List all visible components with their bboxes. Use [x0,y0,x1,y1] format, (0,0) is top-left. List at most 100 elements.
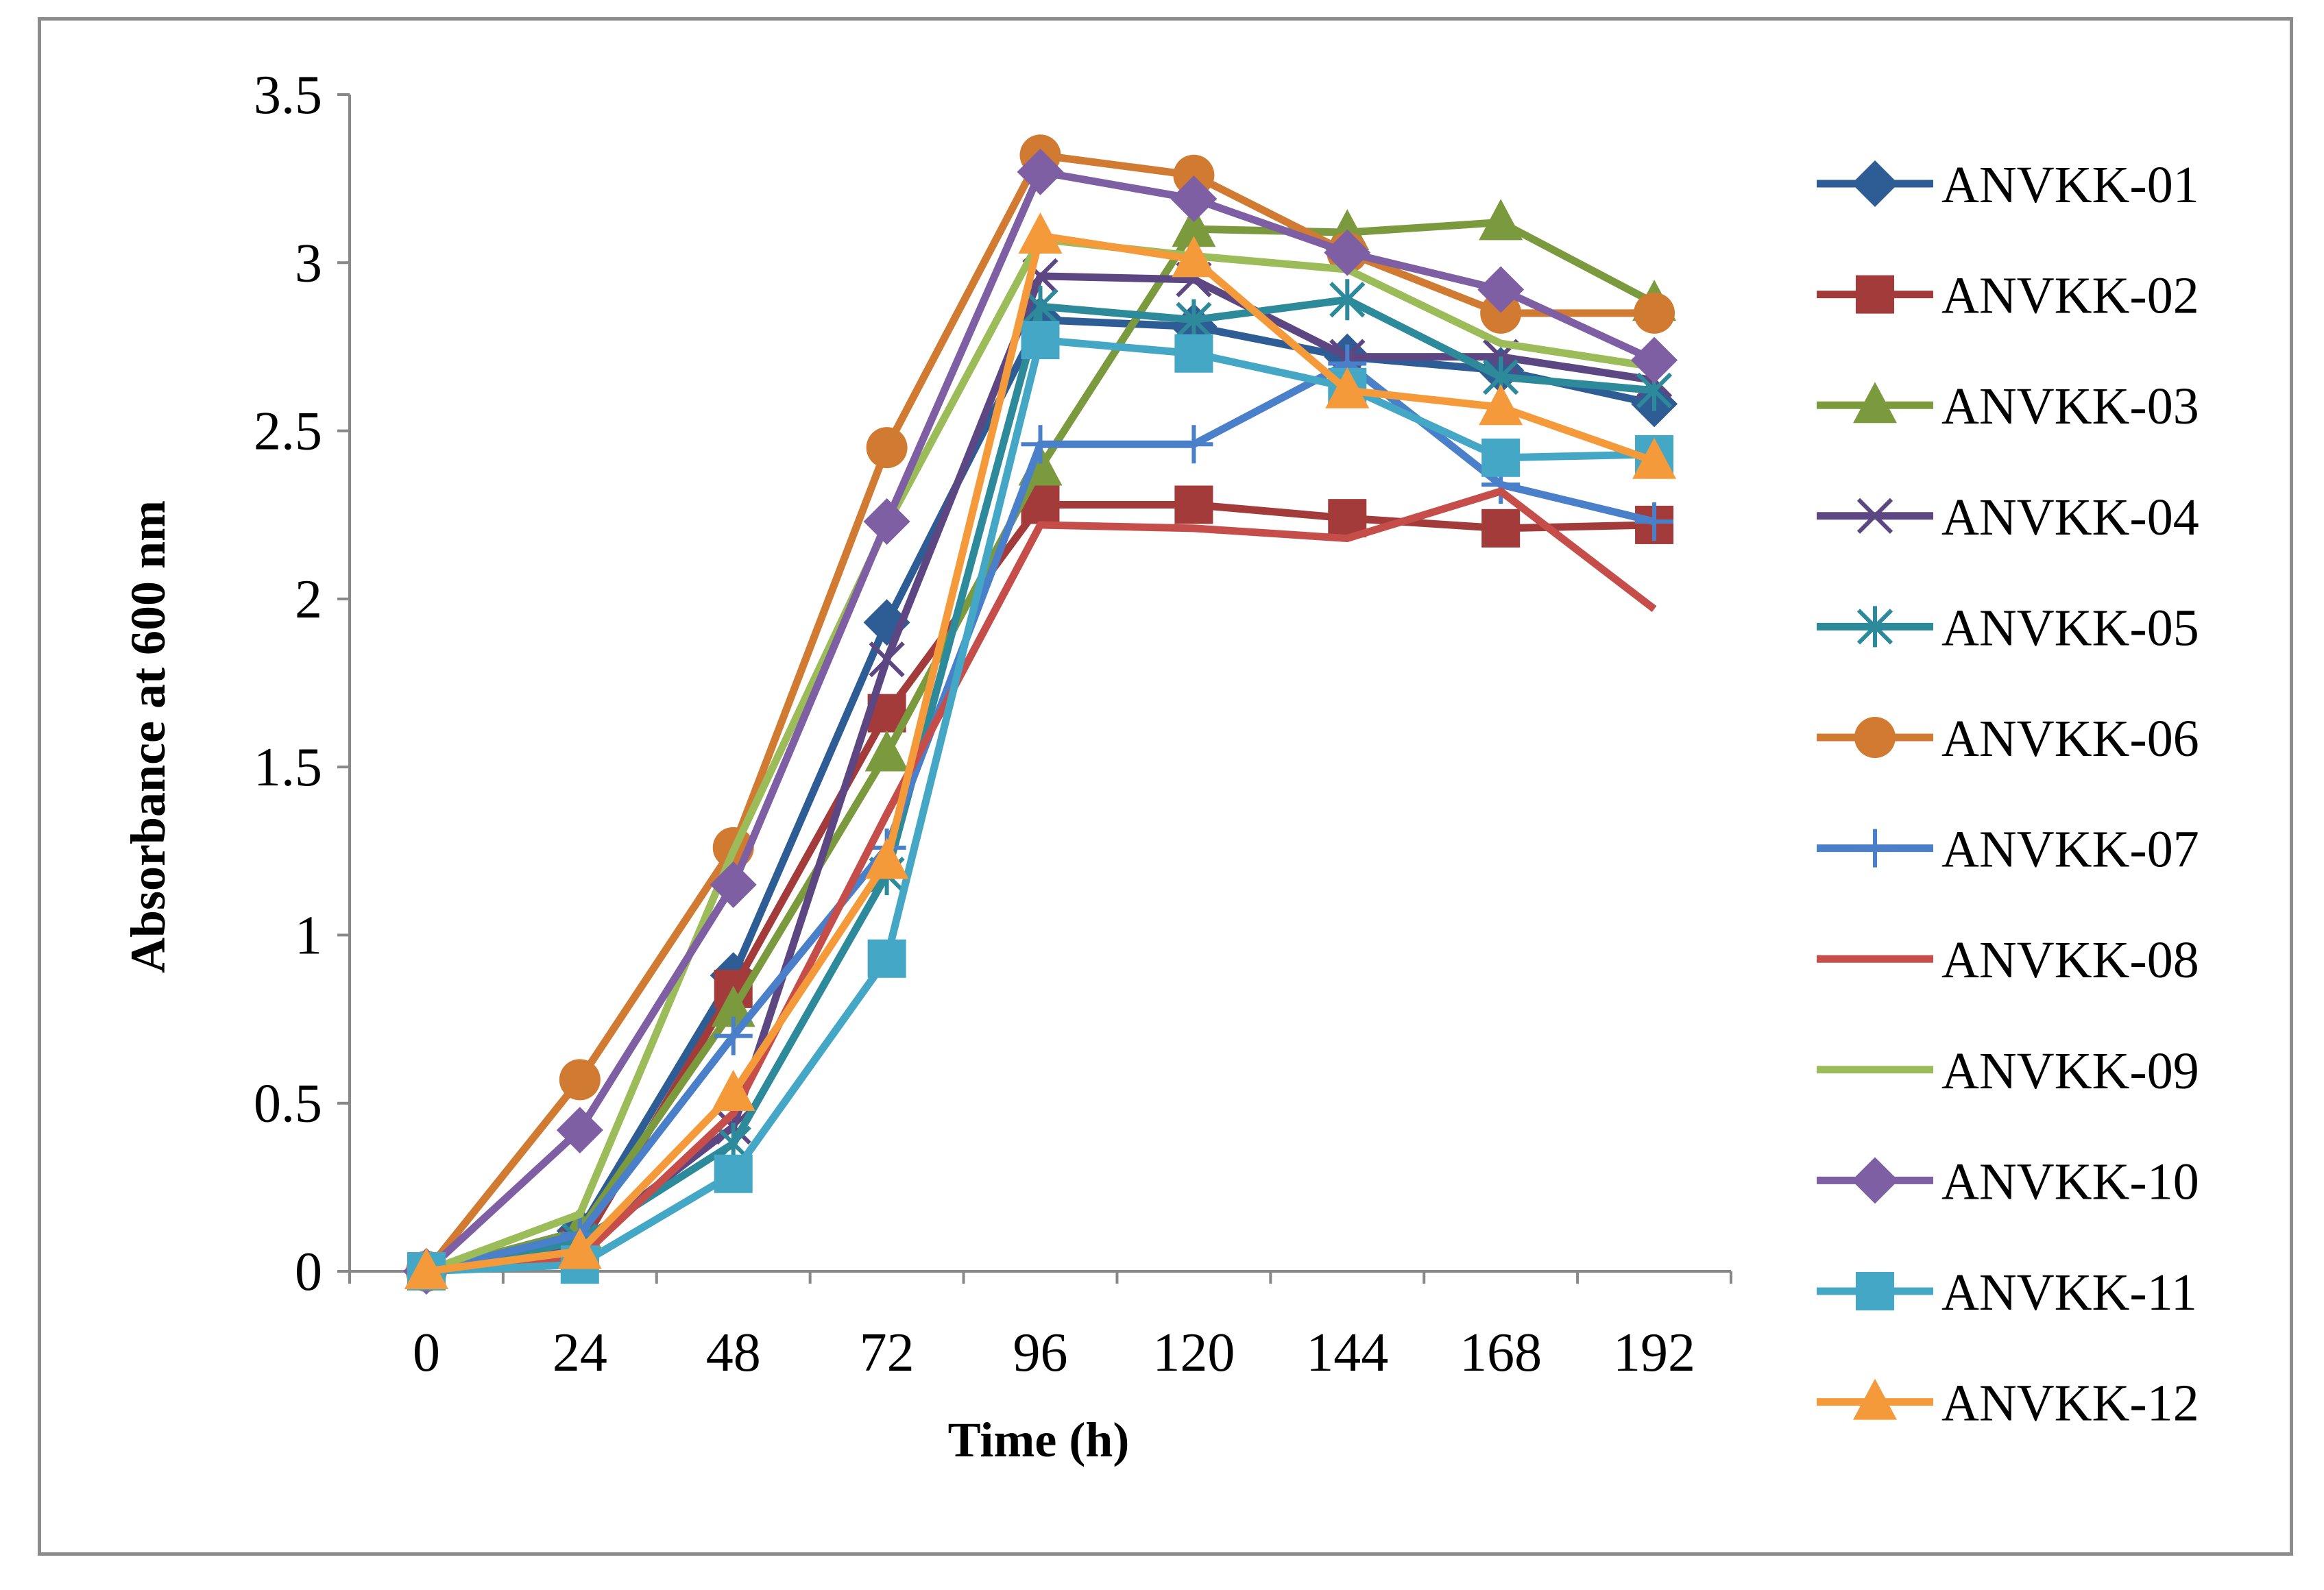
legend-label: ANVKK-10 [1941,1153,2199,1210]
series-line [425,235,1655,1275]
data-point [1172,236,1216,278]
data-point [1174,425,1213,464]
data-point [863,498,910,546]
data-point [866,427,908,469]
data-point [867,939,906,978]
series-anvkk-12 [404,212,1677,1289]
data-point [1631,337,1678,384]
data-point [559,1059,601,1101]
legend-label: ANVKK-03 [1941,378,2199,435]
data-point [1480,292,1522,334]
data-point [869,641,905,678]
y-tick-label: 1 [295,905,322,966]
y-tick-label: 0 [295,1242,322,1302]
data-point [711,1069,755,1111]
y-tick-label: 3 [295,233,322,293]
data-point [1481,438,1521,477]
data-point [1324,229,1371,276]
data-point [1481,509,1521,548]
data-point [404,1248,448,1289]
series-line [426,487,1657,1275]
data-point [556,1106,603,1153]
legend-label: ANVKK-08 [1941,931,2199,989]
data-point [1477,266,1525,313]
series-anvkk-09 [425,235,1655,1275]
x-tick-label: 144 [1306,1323,1388,1383]
series-line [425,218,1656,1275]
legend-item: ANVKK-01 [1817,156,2199,214]
legend-marker [1856,275,1894,314]
legend-item: ANVKK-03 [1817,378,2199,435]
legend-label: ANVKK-02 [1941,267,2199,325]
series-line [426,500,1655,1275]
plot-area [402,134,1678,1295]
legend-item: ANVKK-02 [1817,267,2199,325]
y-tick-label: 2 [295,570,322,630]
data-point [1634,292,1675,334]
legend-label: ANVKK-01 [1941,156,2199,214]
y-tick-label: 0.5 [254,1074,322,1134]
x-axis-title: Time (h) [948,1412,1130,1467]
data-point [714,1154,753,1193]
data-point [1017,148,1064,195]
legend-item: ANVKK-05 [1817,599,2199,657]
data-point [864,730,909,772]
data-point [1479,199,1523,241]
data-point [714,1016,753,1055]
data-point [1018,212,1063,254]
data-point [1176,299,1212,341]
x-tick-label: 0 [413,1323,440,1383]
data-point [1635,502,1674,541]
legend-marker [1853,382,1897,424]
legend-marker [1852,160,1898,207]
legend-label: ANVKK-06 [1941,710,2199,768]
legend-label: ANVKK-04 [1941,489,2199,546]
x-tick-label: 24 [553,1323,607,1383]
data-point [1172,206,1216,247]
axes [348,95,1731,1273]
data-point [1632,437,1677,479]
legend-marker [1852,1157,1898,1204]
y-tick-label: 3.5 [254,65,322,125]
data-point [557,1227,602,1269]
legend-marker [1856,829,1894,868]
legend-item: ANVKK-10 [1817,1153,2199,1210]
legend-marker [1853,1378,1897,1420]
data-point [1173,154,1215,196]
x-tick-label: 120 [1152,1323,1235,1383]
y-tick-label: 1.5 [254,737,322,798]
x-tick-label: 72 [860,1323,915,1383]
y-tick-label: 2.5 [254,402,322,462]
data-point [1174,485,1213,524]
series-anvkk-08 [426,487,1657,1275]
legend-marker [1856,498,1893,534]
data-point [1021,425,1060,464]
legend: ANVKK-01 ANVKK-02 ANVKK-03 ANVKK-04 ANVKK-05… [1817,156,2199,1432]
legend-label: ANVKK-05 [1941,599,2199,657]
legend-item: ANVKK-08 [1817,931,2199,989]
legend-item: ANVKK-09 [1817,1042,2199,1100]
data-point [710,861,757,908]
data-point [1329,279,1366,321]
data-point [1174,334,1213,373]
legend-item: ANVKK-07 [1817,821,2199,879]
legend-marker [1856,1272,1894,1310]
legend-marker [1854,717,1896,758]
data-point [1170,175,1218,223]
data-point [1021,321,1060,360]
data-point [1479,384,1523,426]
x-tick-label: 192 [1613,1323,1695,1383]
legend-item: ANVKK-12 [1817,1375,2199,1432]
legend-item: ANVKK-11 [1817,1264,2197,1321]
x-tick-label: 96 [1013,1323,1068,1383]
legend-label: ANVKK-11 [1941,1264,2197,1321]
series-line [426,232,1656,1275]
legend-label: ANVKK-09 [1941,1042,2199,1100]
x-tick-labels: 0 24 48 72 96 120 144 168 192 [348,1271,1732,1383]
legend-item: ANVKK-04 [1817,489,2199,546]
data-point [1325,367,1370,408]
legend-label: ANVKK-12 [1941,1375,2199,1432]
y-tick-labels: 0 0.5 1 1.5 2 2.5 3 3.5 [254,65,350,1302]
legend-label: ANVKK-07 [1941,821,2199,879]
